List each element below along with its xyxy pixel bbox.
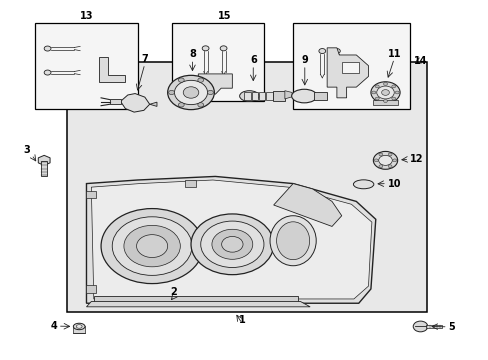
Circle shape [378,165,382,168]
Text: 9: 9 [301,55,307,65]
Circle shape [387,153,391,156]
Polygon shape [38,156,50,165]
Ellipse shape [276,222,309,260]
Circle shape [387,165,391,168]
Circle shape [167,75,214,110]
Bar [171,23,264,102]
Text: 11: 11 [386,49,400,59]
Ellipse shape [291,89,316,103]
Circle shape [412,321,427,332]
Polygon shape [341,62,358,73]
Ellipse shape [73,323,85,330]
Circle shape [211,229,252,259]
Circle shape [375,85,378,88]
Circle shape [378,156,391,165]
Circle shape [378,153,382,156]
Polygon shape [99,57,125,82]
Text: 3: 3 [23,145,30,155]
Circle shape [202,46,208,51]
Bar [313,92,326,100]
Text: 10: 10 [387,179,401,189]
Polygon shape [86,176,375,303]
Bar [251,92,258,100]
Polygon shape [149,102,157,107]
Text: 13: 13 [80,11,93,21]
Circle shape [201,221,264,267]
Polygon shape [326,48,368,98]
Circle shape [383,100,386,103]
Ellipse shape [353,180,373,189]
Circle shape [375,97,378,100]
Ellipse shape [239,91,259,102]
Text: 5: 5 [448,322,454,332]
Circle shape [391,85,395,88]
Circle shape [44,46,51,51]
Bar [35,23,137,109]
Circle shape [136,235,167,257]
Bar [292,23,409,109]
Bar [67,62,426,312]
Text: 4: 4 [50,321,57,331]
Ellipse shape [269,216,316,266]
Circle shape [220,46,226,51]
Circle shape [372,152,397,169]
Circle shape [112,217,192,275]
Bar [185,180,196,187]
Circle shape [178,103,184,107]
Ellipse shape [76,325,82,328]
Bar [266,92,272,100]
Circle shape [370,82,399,103]
Text: 6: 6 [249,55,256,65]
Bar [94,296,297,302]
Text: 7: 7 [141,54,148,64]
Circle shape [373,159,377,162]
Polygon shape [120,94,149,112]
Polygon shape [91,180,371,299]
Circle shape [391,97,395,100]
Circle shape [191,214,273,275]
Circle shape [198,103,203,107]
Bar [85,191,96,198]
Circle shape [44,70,51,75]
Circle shape [168,90,174,95]
Circle shape [392,159,396,162]
Circle shape [198,78,203,82]
Circle shape [178,78,184,82]
Polygon shape [273,184,341,226]
Text: 12: 12 [409,154,423,164]
Circle shape [376,86,393,99]
Bar [259,92,265,100]
Circle shape [221,237,243,252]
Circle shape [183,87,199,98]
Bar [244,92,250,100]
Circle shape [123,225,180,267]
Circle shape [174,80,207,105]
Circle shape [371,91,375,94]
Circle shape [101,208,203,284]
Text: 15: 15 [218,11,231,21]
Circle shape [318,49,325,54]
Polygon shape [86,301,309,307]
Bar [41,161,47,176]
Text: 8: 8 [189,49,196,59]
Text: 1: 1 [238,315,245,325]
Bar [426,325,441,328]
Circle shape [394,91,398,94]
Circle shape [383,82,386,85]
Polygon shape [198,74,232,94]
Bar [110,99,120,104]
Bar [272,91,285,102]
Circle shape [333,49,340,54]
Circle shape [207,90,213,95]
Text: 2: 2 [170,287,177,297]
Bar [372,100,397,105]
Bar [85,285,96,293]
Bar [73,327,85,333]
Polygon shape [285,91,291,99]
Text: 14: 14 [413,57,427,66]
Circle shape [381,90,388,95]
